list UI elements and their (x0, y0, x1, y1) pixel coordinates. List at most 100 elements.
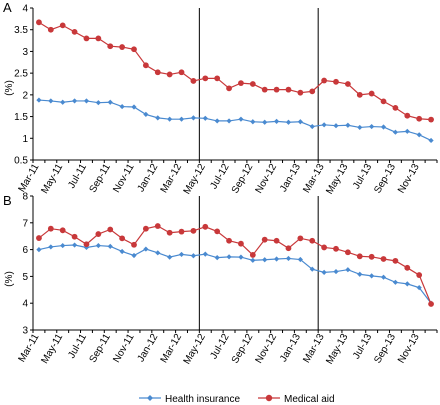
panel-b-health-insurance-point (416, 285, 422, 291)
panel-a-y-axis-label: (%) (4, 80, 15, 96)
panel-a-health-insurance-point (428, 137, 434, 144)
panel-a-health-insurance-point (250, 119, 256, 125)
panel-b-medical-aid-point (119, 235, 126, 242)
panel-b-health-insurance-point (345, 267, 351, 273)
panel-b-y-tick-label: 3 (22, 326, 28, 337)
panel-a-health-insurance-point (416, 132, 422, 138)
panel-a-health-insurance-point (238, 116, 244, 122)
panel-a-y-tick-label: 3.5 (14, 25, 28, 36)
panel-b-medical-aid-point (238, 240, 244, 247)
panel-a-medical-aid-point (214, 75, 221, 82)
panel-a-health-insurance-point (83, 98, 90, 104)
legend: Health insurance Medical aid (139, 394, 335, 405)
legend-item-medical-aid: Medical aid (258, 394, 335, 405)
panel-a-health-insurance-point (273, 118, 280, 124)
panel-a-medical-aid-point (71, 28, 78, 35)
panel-a-medical-aid-point (226, 85, 232, 92)
panel-a-health-insurance-point (345, 122, 351, 128)
panel-b-medical-aid-point (356, 253, 363, 260)
panel-a-medical-aid-point (36, 19, 42, 26)
panel-b-health-insurance-point (321, 269, 327, 275)
panel-a-medical-aid-point (190, 78, 197, 84)
panel-a-y-tick-label: 2 (22, 90, 28, 101)
panel-a-x-tick-label: Jan-13 (278, 162, 303, 194)
panel-b-medical-aid-point (392, 257, 399, 264)
panel-a-series (36, 19, 434, 144)
panel-b-health-insurance-point (178, 251, 185, 258)
panel-b-medical-aid-point (416, 272, 423, 278)
panel-a-health-insurance-point (309, 123, 315, 130)
panel-b-x-tick-label: Mar-12 (159, 332, 185, 365)
panel-b-health-insurance-point (71, 242, 78, 248)
panel-a-medical-aid-point (238, 80, 244, 87)
panel-b-health-insurance-point (36, 247, 42, 253)
panel-a-medical-aid-point (261, 86, 268, 93)
panel-b-y-tick-label: 5 (22, 272, 28, 283)
panel-b-medical-aid-point (47, 225, 54, 232)
panel-a-x-tick-label: Jul-13 (351, 162, 374, 191)
panel-b-health-insurance-point (404, 281, 410, 287)
panel-b-medical-aid-point (83, 241, 90, 248)
panel-a-health-insurance-point (178, 116, 185, 122)
panel-a-medical-aid-point (380, 98, 387, 105)
panel-a-x-tick-label: Jul-12 (209, 162, 232, 191)
panel-b-health-insurance-point (143, 246, 149, 252)
panel-b-medical-aid-point (297, 235, 304, 242)
panel-b-health-insurance-point (131, 252, 137, 259)
panel-b-health-insurance-point (273, 256, 280, 262)
panel-a-medical-aid-point (404, 112, 411, 119)
panel-a-medical-aid-point (154, 69, 161, 76)
panel-b-x-tick-label: Nov-12 (254, 332, 280, 366)
panel-b-medical-aid-point (404, 264, 411, 271)
panel-b-y-axis-label: (%) (4, 271, 15, 287)
panel-b-medical-aid-point (321, 244, 328, 251)
panel-a-x-tick-label: Sep-13 (372, 162, 398, 196)
panel-a-health-insurance-point (297, 119, 303, 125)
panel-b-y-tick-label: 4 (22, 299, 28, 310)
panel-a-health-insurance-point (214, 118, 220, 124)
panel-a-medical-aid-point (356, 91, 363, 98)
panel-b-medical-aid-point (380, 256, 387, 262)
panel-b-health-insurance-point (107, 243, 113, 249)
panel-b-medical-aid-line (38, 225, 432, 305)
panel-a-medical-aid-point (285, 86, 292, 93)
panel-b-medical-aid-point (333, 245, 339, 252)
panel-a-medical-aid-point (392, 104, 399, 111)
legend-health-marker (147, 395, 153, 401)
panel-b-medical-aid-point (59, 227, 66, 234)
legend-medical-label: Medical aid (284, 394, 335, 405)
panel-a-health-insurance-point (369, 123, 375, 130)
panel-b-medical-aid-point (214, 228, 221, 235)
panel-a-medical-aid-point (368, 90, 375, 97)
panel-a-health-insurance-point (285, 119, 292, 125)
panel-b-health-insurance-point (250, 257, 256, 263)
legend-medical-marker (265, 394, 273, 402)
panel-b-x-tick-label: Sep-12 (230, 332, 256, 366)
panel-b-health-insurance-point (167, 254, 173, 260)
panel-a-y-tick-label: 4 (22, 4, 28, 15)
panel-b-medical-aid-point (142, 225, 149, 232)
panel-b-x-tick-label: Jul-11 (66, 332, 89, 361)
panel-a-health-insurance-point (333, 123, 339, 129)
panel-a-health-insurance-point (190, 115, 197, 121)
panel-a-x-tick-label: Nov-11 (111, 162, 136, 195)
panel-b-medical-aid-point (273, 237, 280, 244)
panel-a-health-insurance-point (36, 97, 42, 103)
panel-a-medical-aid-point (202, 75, 209, 82)
panel-a-x-tick-label: Jul-11 (66, 162, 89, 191)
panel-a-health-insurance-point (357, 124, 363, 131)
panel-b-medical-aid-point (178, 228, 185, 235)
panel-b-health-insurance-point (202, 251, 208, 257)
panel-b-medical-aid-point (344, 249, 351, 256)
panel-a-medical-aid-point (47, 26, 54, 33)
panel-a-x-tick-label: Mar-13 (301, 162, 327, 195)
panel-b-health-insurance-point (190, 253, 197, 259)
panel-a-health-insurance-point (380, 124, 387, 130)
panel-a-medical-aid-point (59, 22, 66, 29)
panel-b-health-insurance-point (369, 273, 375, 279)
panel-b-series (36, 223, 434, 307)
panel-a-medical-aid-point (333, 78, 339, 85)
panel-a-medical-aid-point (249, 81, 256, 87)
panel-b-medical-aid-point (36, 235, 42, 241)
